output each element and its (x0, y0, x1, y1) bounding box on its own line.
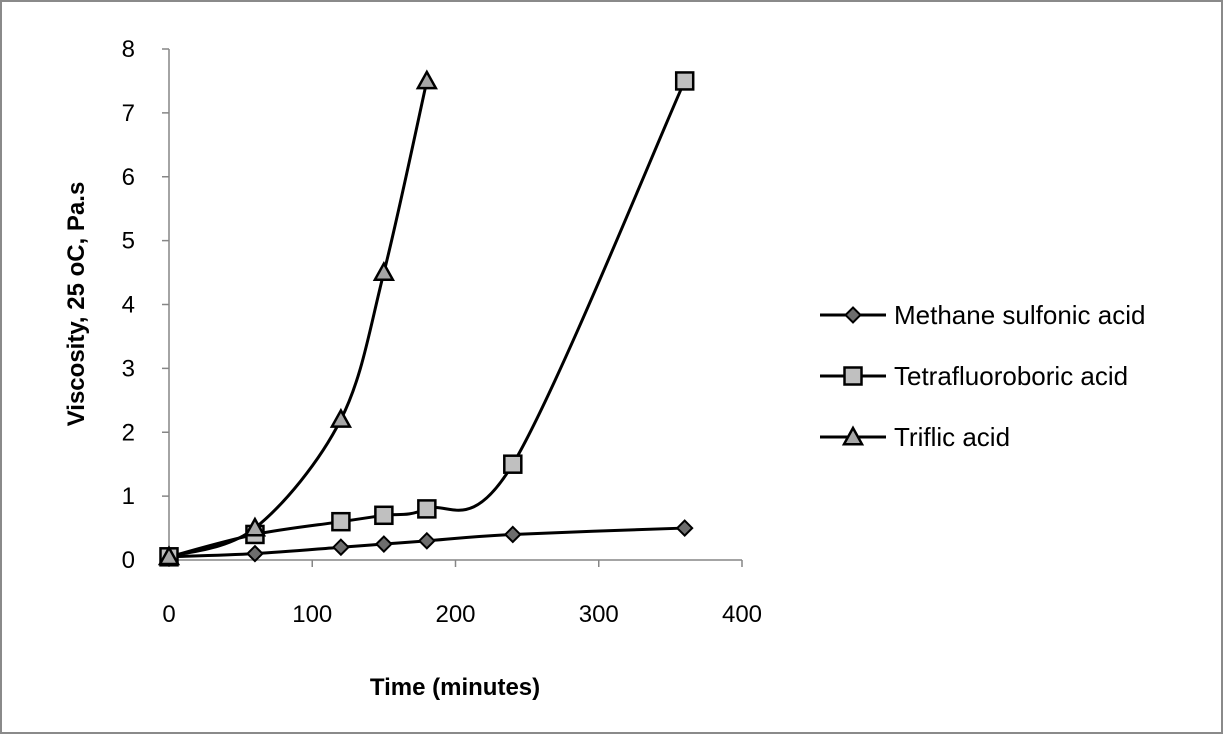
data-point-triflic-acid (329, 407, 353, 428)
data-point-tetrafluoroboric-acid (674, 71, 695, 91)
x-tick-label: 0 (162, 601, 175, 628)
legend-marker-triflic-acid (841, 425, 865, 446)
y-tick-label: 2 (122, 419, 135, 446)
data-point-methane-sulfonic-acid (675, 519, 694, 537)
series-lines (168, 80, 687, 559)
legend-label-tetrafluoroboric-acid: Tetrafluoroboric acid (894, 361, 1128, 391)
legend-label-methane-sulfonic-acid: Methane sulfonic acid (894, 300, 1145, 330)
data-point-methane-sulfonic-acid (417, 531, 436, 550)
data-point-methane-sulfonic-acid (246, 544, 264, 563)
data-point-methane-sulfonic-acid (331, 538, 350, 557)
y-tick-label: 4 (122, 292, 135, 319)
data-point-tetrafluoroboric-acid (503, 454, 523, 474)
y-tick-label: 6 (122, 164, 135, 191)
data-point-triflic-acid (157, 545, 181, 566)
y-tick-label: 7 (122, 100, 135, 127)
data-point-tetrafluoroboric-acid (331, 511, 351, 532)
x-tick-label: 400 (722, 601, 762, 628)
x-tick-label: 300 (579, 601, 619, 628)
legend-marker-tetrafluoroboric-acid (843, 366, 863, 386)
data-point-methane-sulfonic-acid (374, 535, 393, 553)
data-point-tetrafluoroboric-acid (417, 499, 437, 519)
legend-label-triflic-acid: Triflic acid (894, 422, 1010, 452)
data-point-tetrafluoroboric-acid (374, 505, 394, 526)
y-tick-label: 0 (122, 547, 135, 574)
y-tick-label: 3 (122, 355, 135, 382)
data-point-triflic-acid (415, 69, 438, 90)
data-point-triflic-acid (243, 516, 267, 537)
legend-marker-methane-sulfonic-acid (844, 306, 862, 324)
series-line-triflic-acid (168, 80, 429, 559)
y-tick-label: 1 (122, 483, 135, 510)
y-tick-label: 5 (122, 228, 135, 255)
tick-labels: 0 1 2 3 4 5 6 7 8 0 100 200 300 400 (122, 36, 762, 628)
legend: Methane sulfonic acid Tetrafluoroboric ac… (820, 300, 1145, 452)
y-axis-title: Viscosity, 25 oC, Pa.s (63, 182, 90, 427)
series-markers (157, 69, 695, 567)
x-axis-title: Time (minutes) (370, 674, 540, 701)
data-point-triflic-acid (372, 260, 395, 282)
axes (162, 48, 743, 567)
series-line-tetrafluoroboric-acid (168, 80, 687, 559)
data-point-methane-sulfonic-acid (503, 525, 522, 544)
x-tick-label: 200 (435, 601, 475, 628)
x-tick-label: 100 (292, 601, 332, 628)
y-tick-label: 8 (122, 36, 135, 63)
